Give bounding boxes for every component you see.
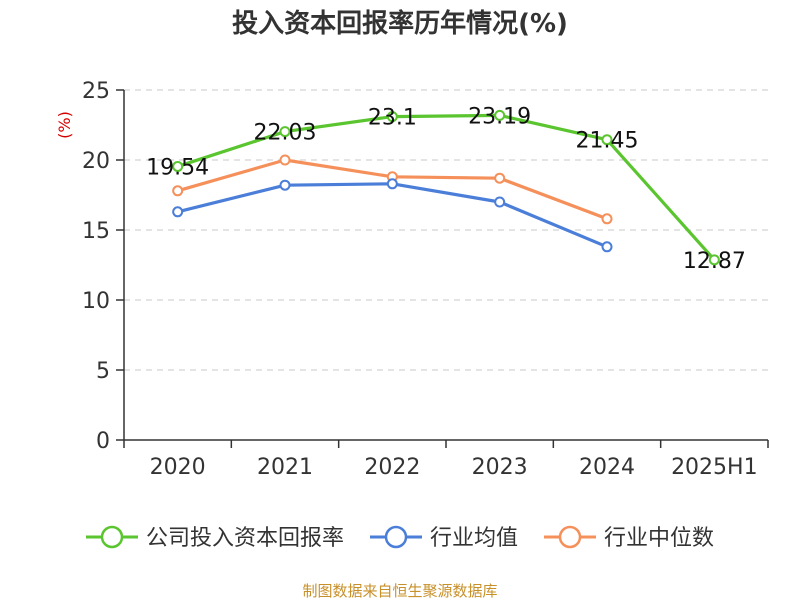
data-labels: 19.54 22.03 23.1 23.19 21.45 12.87 [146, 104, 746, 273]
legend-label: 行业均值 [430, 526, 518, 551]
data-point[interactable] [279, 154, 291, 166]
data-point[interactable] [386, 178, 398, 190]
data-label: 22.03 [254, 121, 317, 146]
data-point[interactable] [708, 254, 720, 266]
data-label: 23.1 [368, 106, 417, 131]
legend: 公司投入资本回报率 行业均值 行业中位数 [85, 525, 714, 551]
data-point[interactable] [172, 206, 184, 218]
data-point[interactable] [279, 179, 291, 191]
data-point[interactable] [494, 109, 506, 121]
legend-swatch-marker [100, 525, 124, 549]
data-point[interactable] [172, 160, 184, 172]
legend-item[interactable]: 公司投入资本回报率 [85, 525, 344, 551]
x-tick-label: 2020 [150, 455, 206, 480]
x-tick-label: 2023 [472, 455, 528, 480]
y-tick-label: 15 [82, 219, 110, 244]
data-point[interactable] [494, 172, 506, 184]
x-tick-label: 2022 [364, 455, 420, 480]
legend-swatch-marker [558, 525, 582, 549]
data-point[interactable] [494, 196, 506, 208]
data-point[interactable] [172, 185, 184, 197]
y-tick-label: 5 [96, 359, 110, 384]
y-axis-label: (%) [55, 111, 74, 139]
data-label: 23.19 [468, 104, 531, 129]
chart-title: 投入资本回报率历年情况(%) [232, 8, 568, 39]
grid-lines [124, 89, 768, 371]
data-label: 21.45 [576, 129, 639, 154]
series-line [176, 158, 609, 221]
y-tick-label: 25 [82, 79, 110, 104]
legend-item[interactable]: 行业中位数 [544, 525, 714, 551]
data-point[interactable] [601, 241, 613, 253]
series-line [176, 113, 716, 262]
data-point[interactable] [279, 126, 291, 138]
legend-label: 公司投入资本回报率 [146, 526, 344, 551]
data-label: 12.87 [683, 249, 746, 274]
data-point[interactable] [601, 213, 613, 225]
legend-item[interactable]: 行业均值 [370, 525, 518, 551]
data-point[interactable] [601, 134, 613, 146]
data-point[interactable] [386, 111, 398, 123]
series-layer [172, 109, 720, 266]
data-label: 19.54 [146, 155, 209, 180]
legend-label: 行业中位数 [604, 526, 714, 551]
y-tick-label: 10 [82, 289, 110, 314]
axes: 0 5 10 15 20 25 2020 2021 2022 2023 2024 2025H1 [82, 79, 769, 480]
x-tick-label: 2021 [257, 455, 313, 480]
x-tick-label: 2024 [579, 455, 635, 480]
source-note: 制图数据来自恒生聚源数据库 [302, 582, 497, 600]
y-tick-label: 0 [96, 429, 110, 454]
legend-swatch-marker [384, 525, 408, 549]
y-tick-label: 20 [82, 149, 110, 174]
x-tick-label: 2025H1 [671, 455, 758, 480]
